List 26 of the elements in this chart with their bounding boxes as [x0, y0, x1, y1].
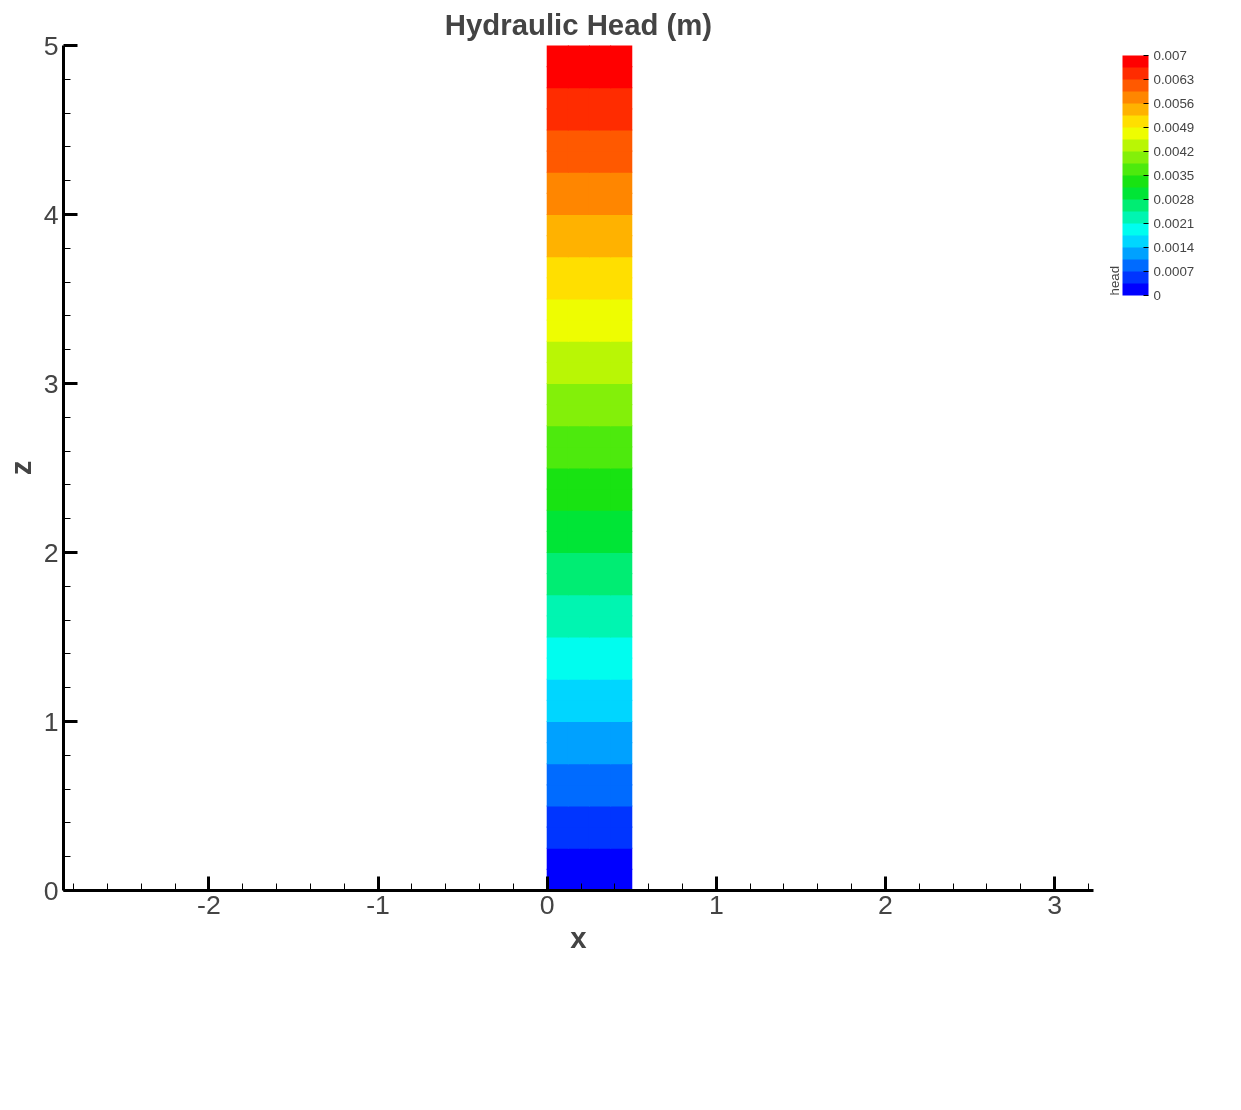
color-bar-label: 0 — [1153, 288, 1161, 303]
color-bar-label: 0.0063 — [1153, 72, 1195, 87]
x-axis-title: x — [570, 920, 588, 954]
chart-title: Hydraulic Head (m) — [444, 7, 713, 41]
color-bar-label: 0.0042 — [1153, 144, 1195, 159]
y-tick-label: 4 — [43, 199, 59, 230]
y-axis-title: z — [3, 460, 37, 476]
color-bar-label: 0.0007 — [1153, 264, 1195, 279]
color-bar-title: head — [1106, 265, 1122, 296]
y-tick-label: 2 — [43, 537, 59, 568]
x-tick-label: 2 — [878, 889, 893, 920]
y-tick-label: 1 — [43, 706, 59, 737]
x-tick-label: 3 — [1047, 889, 1063, 920]
color-bar-label: 0.0035 — [1153, 168, 1195, 183]
x-tick-label: 1 — [708, 889, 724, 920]
color-bar-label: 0.0028 — [1153, 192, 1195, 207]
color-bar-label: 0.0014 — [1153, 240, 1195, 255]
color-bar-label: 0.0049 — [1153, 120, 1195, 135]
y-tick-label: 5 — [43, 30, 59, 61]
y-tick-label: 3 — [43, 368, 59, 399]
x-tick-label: 0 — [539, 889, 555, 920]
color-bar-label: 0.007 — [1153, 48, 1187, 63]
x-tick-label: -2 — [197, 889, 221, 920]
color-bar-label: 0.0021 — [1153, 216, 1195, 231]
color-bar-label: 0.0056 — [1153, 96, 1195, 111]
x-tick-label: -1 — [366, 889, 390, 920]
